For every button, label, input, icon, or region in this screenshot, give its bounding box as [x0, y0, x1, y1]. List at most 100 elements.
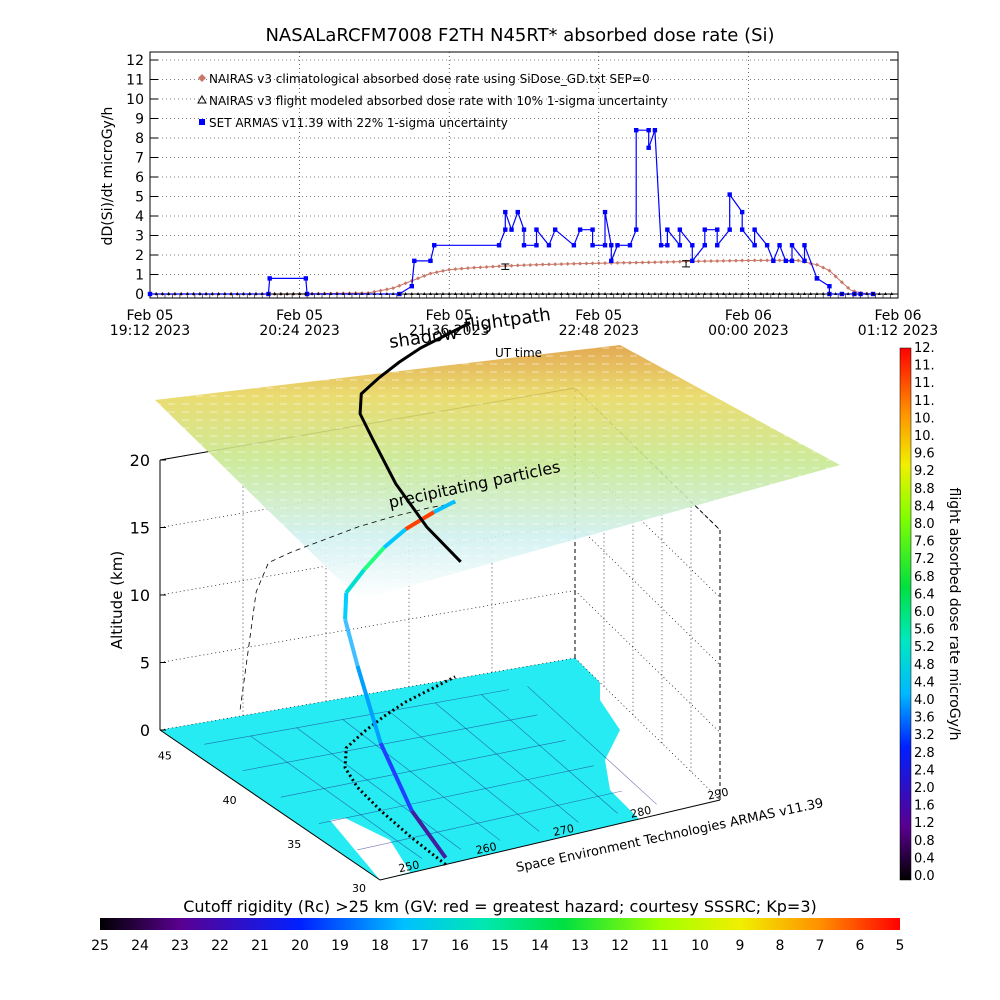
series-line-2	[150, 129, 874, 295]
armas-point	[509, 227, 514, 232]
flight-3d-panel: 0 5 10 15 20 Altitude (km) 45 40 35 30 250 260 27…	[108, 304, 840, 895]
wall-projection	[239, 502, 458, 710]
x-tick-label-time: 01:12 2023	[858, 323, 938, 339]
triangle-point	[591, 292, 595, 295]
colorbar-tick-label: 11.	[914, 359, 935, 374]
x-tick-label-date: Feb 06	[725, 308, 772, 324]
diamond-point	[821, 265, 826, 270]
triangle-point	[160, 292, 164, 295]
diamond-point	[484, 264, 489, 269]
latitude-tick-label: 45	[158, 750, 172, 763]
altitude-axis-label: Altitude (km)	[108, 551, 126, 649]
triangle-point	[522, 292, 526, 295]
cutoff-rigidity-title: Cutoff rigidity (Rc) >25 km (GV: red = g…	[183, 897, 817, 916]
triangle-point	[285, 292, 289, 295]
triangle-point	[491, 292, 495, 295]
triangle-point	[198, 292, 202, 295]
triangle-point	[497, 292, 501, 295]
triangle-point	[167, 292, 171, 295]
colorbar-tick-label: 8.4	[914, 499, 935, 514]
triangle-point	[803, 292, 806, 295]
diamond-point	[422, 273, 427, 278]
colorbar-tick-label: 9.2	[914, 464, 935, 479]
map-border-line	[250, 735, 423, 859]
armas-point	[702, 243, 707, 248]
triangle-point	[304, 292, 308, 295]
flight-segment	[382, 527, 408, 550]
armas-point	[789, 243, 795, 248]
annotation-flightpath: flightpath	[463, 304, 552, 337]
cutoff-tick-label: 17	[411, 938, 429, 954]
colorbar-tick-label: 8.0	[914, 517, 935, 532]
precipitating-particle-hatch	[155, 345, 840, 600]
triangle-point	[397, 292, 401, 295]
armas-point	[715, 243, 720, 248]
x-tick-label-date: Feb 05	[426, 308, 473, 324]
diamond-point	[590, 261, 595, 266]
triangle-point	[890, 292, 894, 295]
diamond-point	[534, 262, 539, 267]
triangle-point	[746, 292, 750, 295]
map-border-line	[296, 727, 462, 850]
triangle-point	[703, 292, 707, 295]
triangle-point	[291, 292, 295, 295]
dose-rate-colorbar: 0.0 0.4 0.8 1.2 1.6 2.0 2.4 2.8 3.2 3.6 4.0 4.4 4.8 5…	[899, 341, 962, 884]
diamond-point	[384, 287, 389, 292]
triangle-point	[416, 292, 420, 295]
map-border-line	[388, 710, 540, 832]
diamond-point	[696, 259, 701, 264]
triangle-point	[603, 292, 607, 295]
cutoff-tick-label: 8	[776, 938, 785, 954]
triangle-point	[254, 292, 258, 295]
map-border-line	[434, 702, 579, 823]
diamond-point	[571, 261, 576, 266]
triangle-marker-icon	[197, 94, 207, 104]
diamond-point	[615, 260, 620, 265]
diamond-point	[416, 276, 421, 281]
map-coastline-white	[600, 660, 720, 820]
diamond-point	[627, 260, 632, 265]
y-tick-label: 0	[135, 287, 144, 303]
armas-point	[615, 243, 620, 248]
armas-point	[496, 243, 502, 248]
triangle-point	[310, 292, 314, 295]
diamond-point	[372, 289, 377, 294]
armas-point	[634, 128, 639, 133]
triangle-point	[821, 292, 825, 295]
armas-point	[627, 243, 633, 248]
x-tick-label-time: 21:36 2023	[409, 323, 489, 339]
cutoff-tick-label: 16	[451, 938, 469, 954]
diamond-point	[827, 268, 832, 273]
colorbar-tick-label: 9.6	[914, 447, 935, 462]
armas-point	[577, 227, 583, 232]
triangle-point	[217, 292, 221, 295]
armas-point	[690, 243, 695, 248]
colorbar-tick-label: 10.	[914, 429, 935, 444]
dose-rate-colorbar-ticks: 0.0 0.4 0.8 1.2 1.6 2.0 2.4 2.8 3.2 3.6 4.0 4.4 4.8 5…	[914, 341, 935, 884]
triangle-point	[597, 292, 601, 295]
cutoff-tick-label: 23	[171, 938, 189, 954]
triangle-point	[734, 292, 738, 295]
diamond-point	[584, 261, 589, 266]
x-tick-label-date: Feb 05	[276, 308, 323, 324]
triangle-point	[435, 292, 439, 295]
armas-point	[602, 209, 608, 215]
diamond-point	[758, 258, 763, 263]
cutoff-tick-label: 25	[91, 938, 109, 954]
cutoff-tick-label: 18	[371, 938, 389, 954]
diamond-point	[846, 285, 851, 290]
triangle-point	[329, 292, 333, 295]
diamond-point	[596, 261, 601, 266]
map-border-line	[318, 765, 594, 824]
cutoff-tick-label: 12	[611, 938, 629, 954]
triangle-point	[572, 292, 576, 295]
latitude-ticks: 45 40 35 30	[158, 750, 366, 895]
dose-rate-colorbar-label: flight absorbed dose rate microGy/h	[946, 488, 962, 741]
colorbar-tick-label: 4.0	[914, 693, 935, 708]
cutoff-tick-label: 22	[211, 938, 229, 954]
armas-point	[412, 258, 417, 264]
triangle-point	[865, 292, 869, 295]
y-tick-label: 10	[126, 92, 144, 108]
